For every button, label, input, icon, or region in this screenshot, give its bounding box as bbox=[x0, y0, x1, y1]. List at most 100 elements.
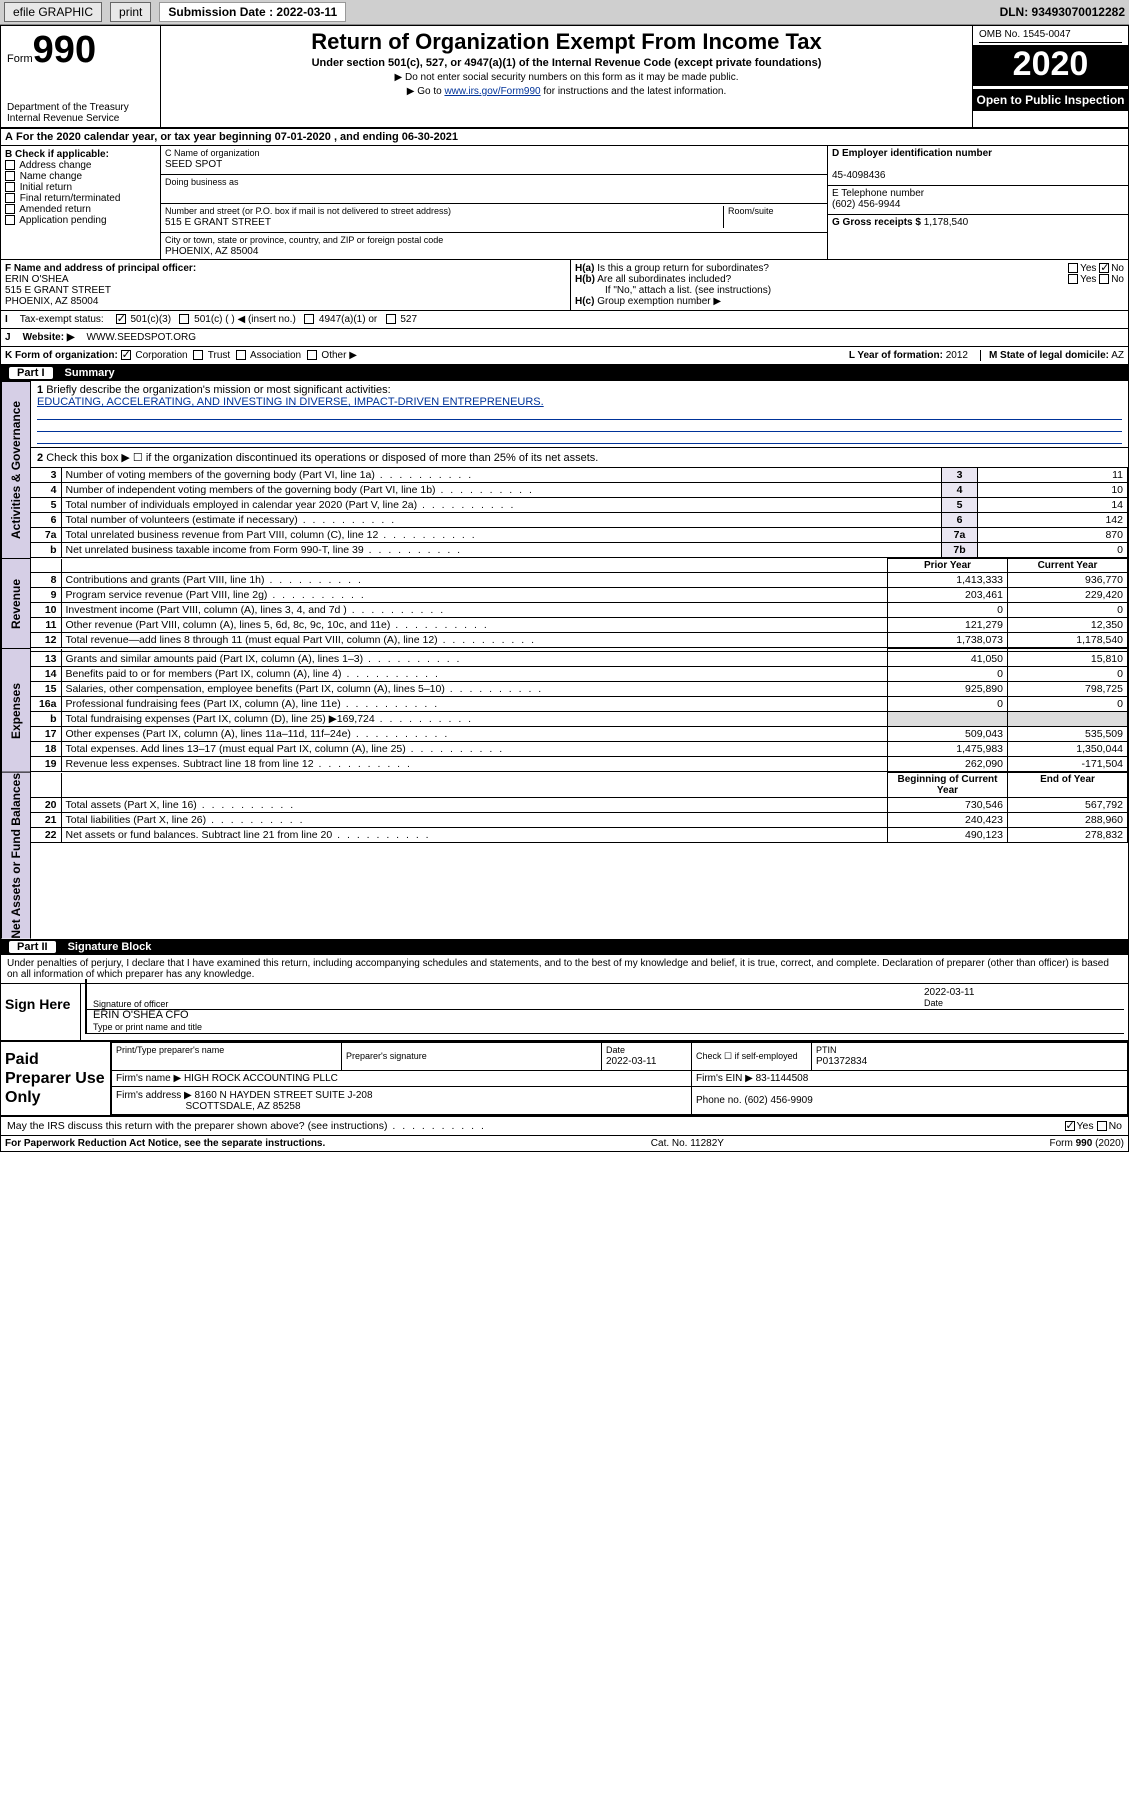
checkbox-icon[interactable] bbox=[5, 160, 15, 170]
sign-here-label: Sign Here bbox=[1, 984, 81, 1040]
checkbox-icon[interactable] bbox=[5, 182, 15, 192]
table-row: 18Total expenses. Add lines 13–17 (must … bbox=[31, 742, 1128, 757]
phone-label: Phone no. bbox=[696, 1095, 742, 1106]
expenses-section: Expenses 13Grants and similar amounts pa… bbox=[1, 648, 1128, 772]
line1-value: EDUCATING, ACCELERATING, AND INVESTING I… bbox=[37, 396, 544, 408]
type-label: Type or print name and title bbox=[93, 1022, 202, 1032]
netassets-table: Beginning of Current YearEnd of Year20To… bbox=[31, 772, 1128, 843]
governance-section: Activities & Governance 1 Briefly descri… bbox=[1, 381, 1128, 558]
hb-yes-checkbox[interactable] bbox=[1068, 274, 1078, 284]
paid-preparer-block: Paid Preparer Use Only Print/Type prepar… bbox=[1, 1040, 1128, 1118]
ha-yes-checkbox[interactable] bbox=[1068, 263, 1078, 273]
table-row: 15Salaries, other compensation, employee… bbox=[31, 682, 1128, 697]
j-label: Website: ▶ bbox=[23, 332, 75, 343]
checkbox-icon[interactable] bbox=[5, 171, 15, 181]
checkbox-icon[interactable] bbox=[5, 215, 15, 225]
paid-label: Paid Preparer Use Only bbox=[1, 1042, 111, 1116]
table-row: 17Other expenses (Part IX, column (A), l… bbox=[31, 727, 1128, 742]
table-row: 21Total liabilities (Part X, line 26)240… bbox=[31, 813, 1128, 828]
ptin: P01372834 bbox=[816, 1056, 867, 1067]
i-opt-checkbox[interactable] bbox=[386, 314, 396, 324]
efile-label: efile GRAPHIC bbox=[4, 2, 102, 22]
m-value: AZ bbox=[1111, 350, 1124, 361]
entity-block: B Check if applicable: Address change Na… bbox=[1, 146, 1128, 260]
prep-col4: PTIN bbox=[816, 1045, 837, 1055]
table-row: 5Total number of individuals employed in… bbox=[31, 498, 1128, 513]
discuss-no-checkbox[interactable] bbox=[1097, 1121, 1107, 1131]
f-label: F Name and address of principal officer: bbox=[5, 263, 196, 274]
i-opt-checkbox[interactable] bbox=[116, 314, 126, 324]
officer-name: ERIN O'SHEA CFO bbox=[93, 1009, 189, 1021]
note-goto-pre: Go to bbox=[407, 86, 445, 97]
table-row: bTotal fundraising expenses (Part IX, co… bbox=[31, 712, 1128, 727]
expenses-table: 13Grants and similar amounts paid (Part … bbox=[31, 648, 1128, 772]
checkbox-icon[interactable] bbox=[5, 204, 15, 214]
c-name-label: C Name of organization bbox=[165, 148, 260, 158]
form-page: Form990 Department of the Treasury Inter… bbox=[0, 25, 1129, 1152]
footer-left: For Paperwork Reduction Act Notice, see … bbox=[5, 1138, 325, 1149]
ha-no-checkbox[interactable] bbox=[1099, 263, 1109, 273]
hb-no-checkbox[interactable] bbox=[1099, 274, 1109, 284]
street-label: Number and street (or P.O. box if mail i… bbox=[165, 206, 451, 216]
b-check-item: Initial return bbox=[5, 182, 156, 193]
firm-addr-label: Firm's address ▶ bbox=[116, 1090, 192, 1101]
i-opt-checkbox[interactable] bbox=[304, 314, 314, 324]
i-opt-checkbox[interactable] bbox=[179, 314, 189, 324]
room-label: Room/suite bbox=[728, 206, 774, 216]
k-opt-checkbox[interactable] bbox=[121, 350, 131, 360]
b-check-item: Amended return bbox=[5, 204, 156, 215]
toolbar: efile GRAPHIC print Submission Date : 20… bbox=[0, 0, 1129, 25]
table-row: 6Total number of volunteers (estimate if… bbox=[31, 513, 1128, 528]
g-gross-label: G Gross receipts $ bbox=[832, 217, 921, 228]
table-row: 22Net assets or fund balances. Subtract … bbox=[31, 828, 1128, 843]
k-opt-checkbox[interactable] bbox=[307, 350, 317, 360]
table-row: 4Number of independent voting members of… bbox=[31, 483, 1128, 498]
k-opt-checkbox[interactable] bbox=[236, 350, 246, 360]
revenue-table: Prior YearCurrent Year8Contributions and… bbox=[31, 558, 1128, 648]
checkbox-icon[interactable] bbox=[5, 193, 15, 203]
d-ein-label: D Employer identification number bbox=[832, 148, 992, 159]
part2-no: Part II bbox=[9, 941, 56, 953]
table-row: 20Total assets (Part X, line 16)730,5465… bbox=[31, 798, 1128, 813]
print-button[interactable]: print bbox=[110, 2, 151, 22]
expenses-vlabel: Expenses bbox=[1, 648, 31, 772]
firm-city: SCOTTSDALE, AZ 85258 bbox=[185, 1101, 300, 1112]
row-j: J Website: ▶ WWW.SEEDSPOT.ORG bbox=[1, 329, 1128, 347]
k-opt-checkbox[interactable] bbox=[193, 350, 203, 360]
firm-ein-label: Firm's EIN ▶ bbox=[696, 1073, 753, 1084]
prep-col3: Check ☐ if self-employed bbox=[696, 1051, 798, 1061]
part2-header: Part II Signature Block bbox=[1, 939, 1128, 955]
j-value: WWW.SEEDSPOT.ORG bbox=[87, 332, 196, 343]
form-title: Return of Organization Exempt From Incom… bbox=[167, 29, 966, 55]
b-check-item: Application pending bbox=[5, 215, 156, 226]
row-k: K Form of organization: Corporation Trus… bbox=[1, 347, 1128, 365]
sign-here-block: Sign Here Signature of officer 2022-03-1… bbox=[1, 983, 1128, 1040]
netassets-vlabel: Net Assets or Fund Balances bbox=[1, 772, 31, 939]
irs-link[interactable]: www.irs.gov/Form990 bbox=[444, 86, 540, 97]
tax-year: 2020 bbox=[973, 45, 1128, 86]
governance-vlabel: Activities & Governance bbox=[1, 381, 31, 558]
revenue-section: Revenue Prior YearCurrent Year8Contribut… bbox=[1, 558, 1128, 648]
discuss-row: May the IRS discuss this return with the… bbox=[1, 1117, 1128, 1135]
city-label: City or town, state or province, country… bbox=[165, 235, 443, 245]
table-row: bNet unrelated business taxable income f… bbox=[31, 543, 1128, 558]
table-row: 7aTotal unrelated business revenue from … bbox=[31, 528, 1128, 543]
hc-label: Group exemption number ▶ bbox=[597, 296, 721, 307]
footer-mid: Cat. No. 11282Y bbox=[651, 1138, 724, 1149]
table-row: 16aProfessional fundraising fees (Part I… bbox=[31, 697, 1128, 712]
hb-note: If "No," attach a list. (see instruction… bbox=[575, 285, 1124, 296]
discuss-yes-checkbox[interactable] bbox=[1065, 1121, 1075, 1131]
omb-number: OMB No. 1545-0047 bbox=[979, 29, 1122, 43]
hb-label: Are all subordinates included? bbox=[597, 274, 731, 285]
table-row: 8Contributions and grants (Part VIII, li… bbox=[31, 573, 1128, 588]
dept-label: Department of the Treasury Internal Reve… bbox=[7, 102, 154, 124]
street-value: 515 E GRANT STREET bbox=[165, 217, 271, 228]
open-inspection: Open to Public Inspection bbox=[973, 89, 1128, 111]
table-row: 11Other revenue (Part VIII, column (A), … bbox=[31, 618, 1128, 633]
e-phone-label: E Telephone number bbox=[832, 188, 924, 199]
footer: For Paperwork Reduction Act Notice, see … bbox=[1, 1135, 1128, 1151]
table-row: 10Investment income (Part VIII, column (… bbox=[31, 603, 1128, 618]
b-check-item: Final return/terminated bbox=[5, 193, 156, 204]
governance-table: 3Number of voting members of the governi… bbox=[31, 467, 1128, 558]
form-prefix: Form bbox=[7, 53, 33, 65]
